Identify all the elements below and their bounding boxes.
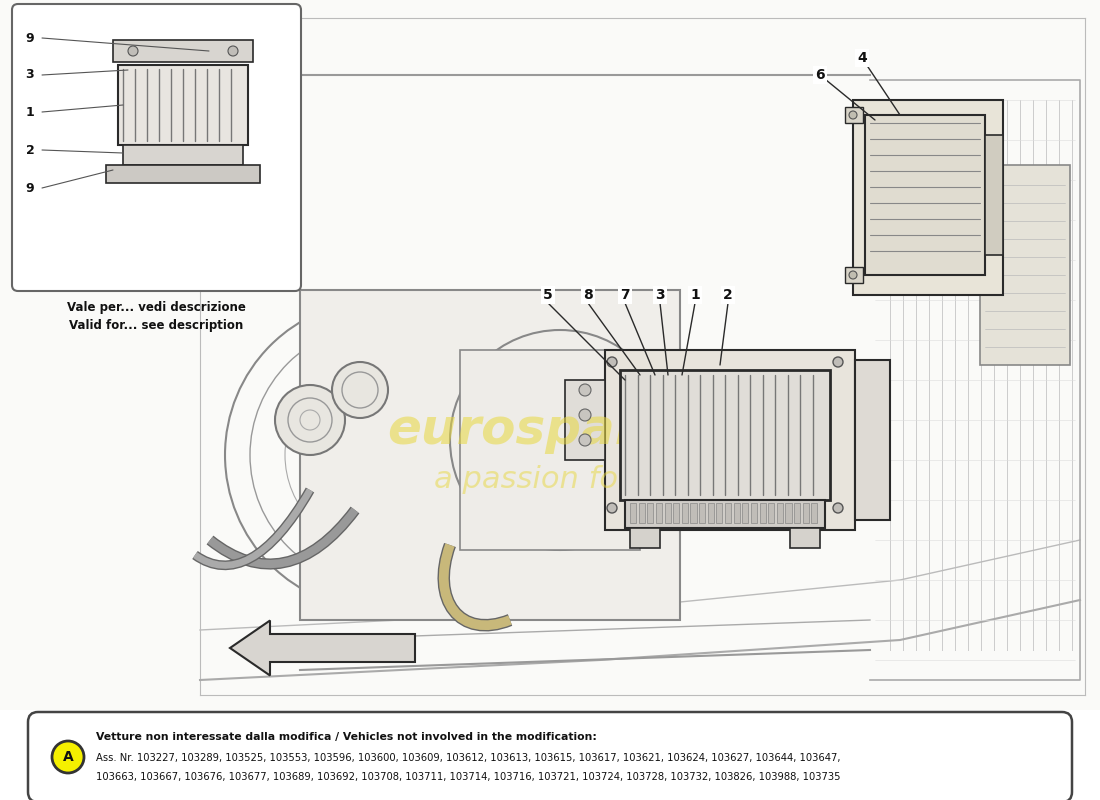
Text: 2: 2 bbox=[25, 143, 34, 157]
Bar bbox=[106, 165, 260, 183]
Text: 7: 7 bbox=[620, 288, 630, 302]
Bar bbox=[700, 503, 705, 523]
Circle shape bbox=[585, 292, 591, 298]
Bar bbox=[630, 503, 636, 523]
Bar bbox=[794, 503, 800, 523]
Bar bbox=[625, 500, 825, 528]
Circle shape bbox=[833, 357, 843, 367]
Bar bbox=[777, 503, 783, 523]
Text: a passion for detail: a passion for detail bbox=[433, 466, 726, 494]
Bar bbox=[845, 107, 864, 123]
Bar bbox=[630, 528, 660, 548]
Text: 1: 1 bbox=[690, 288, 700, 302]
Text: 5: 5 bbox=[543, 288, 553, 302]
Circle shape bbox=[725, 292, 732, 298]
Text: 2: 2 bbox=[723, 288, 733, 302]
Text: 9: 9 bbox=[25, 31, 34, 45]
Circle shape bbox=[544, 292, 551, 298]
Text: 6: 6 bbox=[815, 68, 825, 82]
Bar bbox=[656, 503, 662, 523]
Bar bbox=[759, 503, 766, 523]
Bar bbox=[0, 0, 1100, 710]
Text: eurospares.io: eurospares.io bbox=[387, 406, 773, 454]
Circle shape bbox=[657, 292, 663, 298]
Bar bbox=[742, 503, 748, 523]
Circle shape bbox=[621, 292, 628, 298]
Bar bbox=[691, 503, 696, 523]
Circle shape bbox=[579, 434, 591, 446]
Bar bbox=[460, 350, 640, 550]
Text: Valid for... see description: Valid for... see description bbox=[69, 319, 243, 332]
Bar bbox=[565, 380, 605, 460]
Text: 8: 8 bbox=[583, 288, 593, 302]
Text: Vetture non interessate dalla modifica / Vehicles not involved in the modificati: Vetture non interessate dalla modifica /… bbox=[96, 733, 597, 742]
Text: 3: 3 bbox=[656, 288, 664, 302]
Bar bbox=[855, 360, 890, 520]
Circle shape bbox=[128, 46, 138, 56]
Bar bbox=[980, 165, 1070, 365]
FancyBboxPatch shape bbox=[28, 712, 1072, 800]
Bar bbox=[639, 503, 645, 523]
Text: 103663, 103667, 103676, 103677, 103689, 103692, 103708, 103711, 103714, 103716, : 103663, 103667, 103676, 103677, 103689, … bbox=[96, 771, 840, 782]
Bar bbox=[707, 503, 714, 523]
Bar bbox=[803, 503, 808, 523]
Circle shape bbox=[833, 503, 843, 513]
Circle shape bbox=[579, 409, 591, 421]
Circle shape bbox=[52, 741, 84, 773]
Bar bbox=[768, 503, 774, 523]
Circle shape bbox=[849, 111, 857, 119]
Circle shape bbox=[607, 357, 617, 367]
Bar bbox=[852, 100, 1003, 295]
Circle shape bbox=[692, 292, 698, 298]
Bar bbox=[682, 503, 688, 523]
Text: 4: 4 bbox=[857, 51, 867, 65]
Bar bbox=[785, 503, 792, 523]
Bar bbox=[300, 290, 680, 620]
Bar bbox=[605, 350, 855, 530]
Circle shape bbox=[849, 271, 857, 279]
Bar bbox=[113, 40, 253, 62]
Bar bbox=[751, 503, 757, 523]
Bar bbox=[664, 503, 671, 523]
Bar bbox=[812, 503, 817, 523]
Circle shape bbox=[607, 503, 617, 513]
Bar bbox=[790, 528, 820, 548]
FancyArrow shape bbox=[230, 621, 415, 675]
Bar bbox=[673, 503, 679, 523]
Text: 1: 1 bbox=[25, 106, 34, 118]
Bar bbox=[725, 503, 732, 523]
FancyBboxPatch shape bbox=[12, 4, 301, 291]
Bar bbox=[118, 65, 248, 145]
Text: Ass. Nr. 103227, 103289, 103525, 103553, 103596, 103600, 103609, 103612, 103613,: Ass. Nr. 103227, 103289, 103525, 103553,… bbox=[96, 754, 840, 763]
Bar bbox=[716, 503, 723, 523]
Circle shape bbox=[579, 384, 591, 396]
Circle shape bbox=[228, 46, 238, 56]
Circle shape bbox=[275, 385, 345, 455]
Circle shape bbox=[332, 362, 388, 418]
Bar bbox=[620, 370, 830, 500]
Bar bbox=[123, 145, 243, 165]
Bar bbox=[865, 115, 984, 275]
Bar bbox=[845, 267, 864, 283]
Bar bbox=[734, 503, 739, 523]
Text: 9: 9 bbox=[25, 182, 34, 194]
Text: Vale per... vedi descrizione: Vale per... vedi descrizione bbox=[67, 301, 246, 314]
Bar bbox=[647, 503, 653, 523]
Text: 3: 3 bbox=[25, 69, 34, 82]
Text: A: A bbox=[63, 750, 74, 764]
Bar bbox=[984, 135, 1003, 255]
